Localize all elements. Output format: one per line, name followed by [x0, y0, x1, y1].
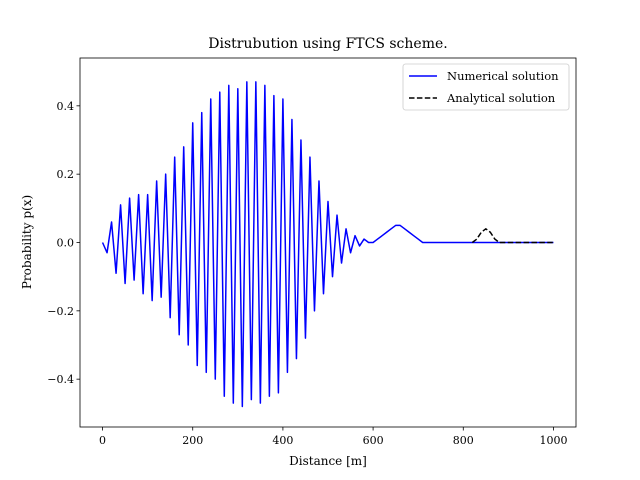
chart-title: Distrubution using FTCS scheme.	[208, 36, 447, 52]
y-tick-label: −0.2	[47, 305, 74, 318]
legend-label: Analytical solution	[446, 91, 556, 105]
x-tick-label: 200	[182, 434, 203, 447]
series-group	[101, 81, 554, 408]
x-tick-label: 400	[272, 434, 293, 447]
legend: Numerical solution Analytical solution	[402, 63, 570, 111]
x-tick-label: 600	[363, 434, 384, 447]
y-axis-label: Probability p(x)	[20, 195, 34, 289]
legend-box	[402, 63, 570, 111]
legend-label: Numerical solution	[447, 69, 559, 83]
y-tick-label: 0.0	[57, 237, 75, 250]
x-tick-label: 0	[99, 434, 106, 447]
y-tick-label: −0.4	[47, 373, 74, 386]
x-tick-label: 800	[453, 434, 474, 447]
x-axis: 0 200 400 600 800 1000	[99, 427, 567, 447]
series-line-analytical	[471, 228, 554, 244]
series-line-numerical	[101, 81, 554, 408]
x-axis-label: Distance [m]	[289, 454, 367, 468]
y-tick-label: 0.2	[57, 168, 75, 181]
x-tick-label: 1000	[539, 434, 567, 447]
y-axis: −0.4 −0.2 0.0 0.2 0.4	[47, 100, 80, 386]
y-tick-label: 0.4	[57, 100, 75, 113]
